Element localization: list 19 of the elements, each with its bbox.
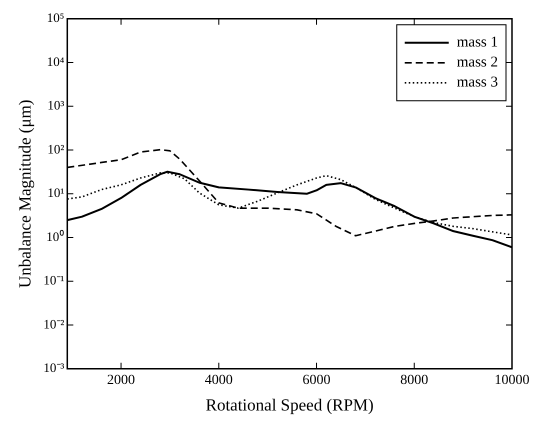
x-tick-label: 4000: [204, 372, 233, 388]
y-tick-label: 10⁻³: [43, 360, 64, 376]
y-tick-label: 10⁻¹: [43, 272, 64, 288]
y-tick-label: 10⁵: [46, 10, 64, 26]
y-tick-label: 10⁰: [46, 228, 64, 244]
x-axis-title: Rotational Speed (RPM): [206, 395, 374, 414]
x-tick-label: 2000: [107, 372, 136, 388]
legend-label: mass 1: [456, 34, 498, 51]
x-tick-label: 10000: [494, 372, 530, 388]
y-tick-label: 10⁴: [46, 54, 65, 69]
y-tick-label: 10²: [47, 141, 64, 156]
y-tick-label: 10³: [47, 98, 64, 113]
y-tick-label: 10⁻²: [43, 316, 64, 332]
x-tick-label: 6000: [302, 372, 331, 388]
legend-label: mass 3: [456, 74, 498, 91]
x-tick-label: 8000: [400, 372, 428, 388]
legend-label: mass 2: [456, 54, 498, 71]
y-axis-title: Unbalance Magnitude (μm): [16, 100, 35, 288]
y-tick-label: 10¹: [47, 185, 64, 200]
